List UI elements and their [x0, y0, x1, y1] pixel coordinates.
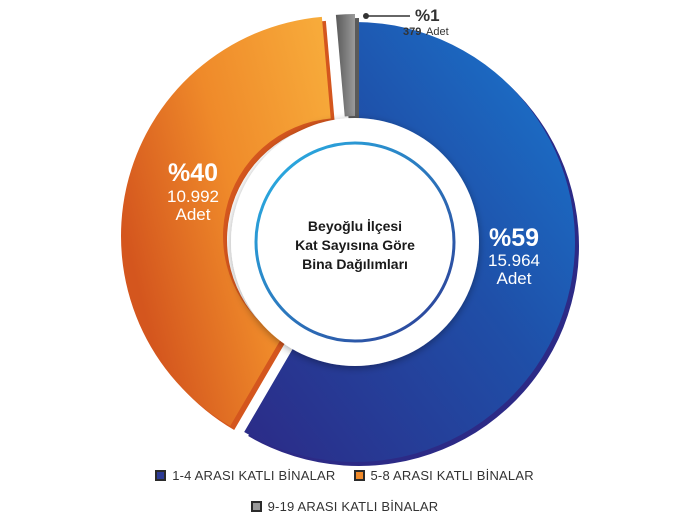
slice-9-19-unit: Adet — [426, 26, 449, 38]
slice-9-19-percent: %1 — [415, 6, 440, 25]
slice-1-4-percent: %59 — [489, 224, 539, 252]
center-ring — [254, 141, 456, 343]
slice-label-5-8: %40 10.992 Adet — [167, 159, 219, 224]
slice-1-4-unit: Adet — [497, 269, 532, 288]
callout-dot — [363, 13, 369, 19]
donut-slices — [120, 14, 580, 466]
slice-9-19 — [335, 14, 355, 117]
slice-5-8 — [120, 16, 331, 427]
donut-center: Beyoğlu İlçesi Kat Sayısına Göre Bina Da… — [231, 118, 479, 366]
slice-9-19-value: 379 — [403, 26, 421, 38]
slice-5-8-unit: Adet — [176, 205, 211, 224]
legend-swatch-5-8 — [353, 470, 365, 481]
center-title-line-1: Beyoğlu İlçesi — [308, 218, 402, 234]
legend-swatch-9-19 — [250, 501, 262, 512]
legend-label-5-8: 5-8 ARASI KATLI BİNALAR — [370, 468, 534, 483]
slice-5-8-percent: %40 — [168, 159, 218, 187]
center-title-line-3: Bina Dağılımları — [302, 256, 408, 272]
slice-label-9-19: %1 379 Adet — [363, 6, 449, 38]
center-title-line-2: Kat Sayısına Göre — [295, 237, 415, 253]
legend-swatch-1-4 — [155, 470, 167, 481]
slice-1-4 — [244, 22, 576, 462]
legend-label-9-19: 9-19 ARASI KATLI BİNALAR — [267, 499, 439, 514]
slice-5-8-value: 10.992 — [167, 187, 219, 206]
legend-item-1-4: 1-4 ARASI KATLI BİNALAR — [155, 468, 335, 483]
legend-item-9-19: 9-19 ARASI KATLI BİNALAR — [250, 499, 439, 514]
slice-label-1-4: %59 15.964 Adet — [488, 224, 540, 288]
legend-label-1-4: 1-4 ARASI KATLI BİNALAR — [172, 468, 336, 483]
slice-1-4-value: 15.964 — [488, 251, 540, 270]
legend-row-2: 9-19 ARASI KATLI BİNALAR — [0, 499, 689, 514]
legend-item-5-8: 5-8 ARASI KATLI BİNALAR — [353, 468, 534, 483]
center-disc — [231, 118, 479, 366]
legend-row-1: 1-4 ARASI KATLI BİNALAR 5-8 ARASI KATLI … — [0, 468, 689, 483]
